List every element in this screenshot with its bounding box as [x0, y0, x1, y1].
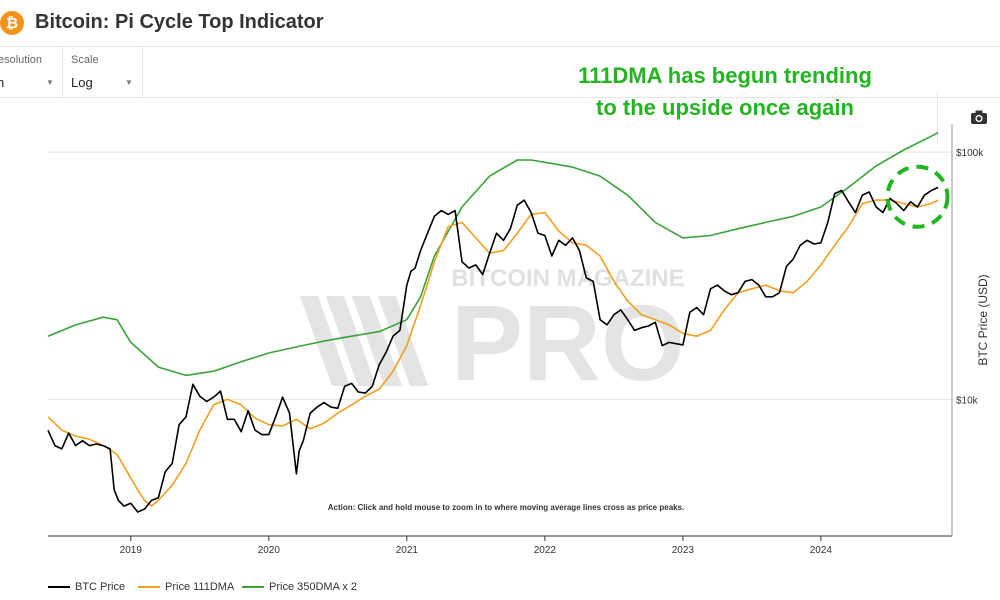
y-tick-label: $10k [956, 395, 979, 406]
series-layer [47, 131, 939, 513]
x-tick-label: 2021 [396, 545, 419, 556]
x-tick-label: 2024 [810, 545, 833, 556]
y-axis-label: BTC Price (USD) [976, 274, 990, 365]
x-tick-label: 2023 [672, 545, 695, 556]
watermark-logo-icon [300, 296, 428, 386]
legend-swatch [48, 586, 70, 589]
highlight-circle [885, 164, 950, 229]
legend-111dma[interactable]: Price 111DMA [138, 581, 234, 593]
legend-swatch [138, 586, 160, 589]
page-title: Bitcoin: Pi Cycle Top Indicator [35, 11, 324, 33]
chart-controls-bar: esolution n ▼ Scale Log ▼ [0, 46, 1000, 143]
chart-annotation: 111DMA has begun trending to the upside … [540, 60, 910, 124]
screenshot-button[interactable] [937, 93, 1000, 143]
scale-label: Scale [71, 54, 99, 66]
legend-label: Price 111DMA [165, 581, 235, 593]
camera-icon [971, 110, 987, 124]
x-tick-label: 2022 [534, 545, 557, 556]
resolution-value: n [0, 75, 5, 90]
header: ₿ Bitcoin: Pi Cycle Top Indicator [0, 0, 1000, 46]
pi-cycle-chart[interactable]: BITCOIN MAGAZINE PRO $10k $100k 2019 2020 20… [0, 96, 1000, 581]
watermark-top-text: BITCOIN MAGAZINE [451, 265, 684, 292]
resolution-label: esolution [0, 54, 43, 66]
x-tick-label: 2020 [258, 545, 281, 556]
legend-swatch [242, 586, 264, 589]
legend-btc-price[interactable]: BTC Price [48, 581, 125, 593]
legend-label: Price 350DMA x 2 [269, 581, 358, 593]
scale-select[interactable]: Scale Log ▼ [62, 47, 143, 97]
bitcoin-logo-icon: ₿ [0, 11, 24, 35]
legend-350dma-x2[interactable]: Price 350DMA x 2 [242, 581, 357, 593]
action-note: Action: Click and hold mouse to zoom in … [328, 503, 685, 512]
annotation-line-1: 111DMA has begun trending [578, 63, 872, 88]
chevron-down-icon: ▼ [125, 78, 133, 87]
watermark-bottom-text: PRO [451, 282, 685, 403]
resolution-select[interactable]: esolution n ▼ [0, 47, 63, 97]
x-tick-label: 2019 [120, 545, 143, 556]
y-tick-label: $100k [956, 148, 984, 159]
chart-grid [48, 151, 952, 400]
chevron-down-icon: ▼ [46, 78, 54, 87]
btc-price-line [47, 186, 939, 513]
chart-axes: $10k $100k 2019 2020 2021 2022 2023 2024 [48, 124, 984, 556]
watermark: BITCOIN MAGAZINE PRO [300, 265, 685, 403]
dma111-line [47, 199, 939, 507]
scale-value: Log [71, 75, 93, 90]
legend-label: BTC Price [75, 581, 126, 593]
annotation-line-2: to the upside once again [596, 95, 854, 120]
dma350x2-line [47, 131, 939, 377]
